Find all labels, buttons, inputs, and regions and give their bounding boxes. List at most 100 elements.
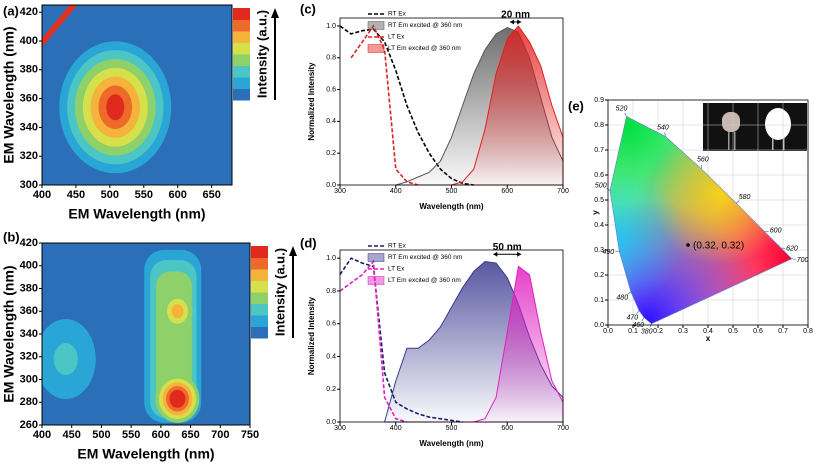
wavelength-label: 700 <box>797 257 809 264</box>
x-tick-label: 0.2 <box>653 328 663 335</box>
y-tick-label: 300 <box>20 179 38 191</box>
colorbar-step <box>251 280 268 293</box>
y-tick-label: 380 <box>20 64 38 76</box>
x-tick-label: 600 <box>152 429 170 441</box>
plot-frame <box>41 4 233 186</box>
colorbar-arrow-head <box>289 246 297 256</box>
y-tick-label: 0.2 <box>594 272 604 279</box>
colorbar-step <box>233 42 250 55</box>
y-axis-label: Normalized Intensity <box>307 296 316 375</box>
y-axis-label: y <box>591 210 600 215</box>
colorbar-step <box>233 31 250 43</box>
x-axis-label: EM Wavelength (nm) <box>68 206 205 222</box>
locus-tick <box>700 164 703 169</box>
colorbar-step <box>233 19 250 32</box>
x-tick-label: 500 <box>446 425 458 432</box>
x-tick-label: 700 <box>211 429 229 441</box>
legend-label: RT Ex <box>388 11 407 18</box>
x-axis-label: EM Wavelength (nm) <box>77 446 214 462</box>
led-leg <box>772 138 774 150</box>
x-tick-label: 750 <box>241 429 259 441</box>
x-tick-label: 500 <box>101 189 119 201</box>
x-tick-label: 700 <box>557 188 569 195</box>
arrow-head <box>510 19 522 25</box>
contour-map <box>42 243 250 425</box>
contour-level <box>106 94 125 121</box>
colorbar-arrow-head <box>271 8 279 18</box>
y-tick-label: 340 <box>20 328 38 340</box>
legend-label: RT Em excited @ 360 nm <box>388 22 462 29</box>
y-axis-label: EM Wavelength (nm) <box>1 26 17 163</box>
x-tick-label: 0.3 <box>678 328 688 335</box>
x-tick-label: 600 <box>501 425 513 432</box>
x-tick-label: 400 <box>33 189 51 201</box>
x-tick-label: 450 <box>67 189 85 201</box>
panel-label: (b) <box>3 229 20 244</box>
wavelength-label: 460 <box>632 322 644 329</box>
colorbar-step <box>251 326 268 339</box>
x-tick-label: 400 <box>390 425 402 432</box>
x-tick-label: 600 <box>169 189 187 201</box>
chromaticity-point <box>686 243 690 247</box>
legend-label: RT Ex <box>388 243 407 250</box>
x-tick-label: 600 <box>501 188 513 195</box>
scatter-streak <box>42 5 78 47</box>
colorbar-step <box>233 65 250 78</box>
x-axis-label: x <box>706 334 711 343</box>
wavelength-label: 540 <box>657 125 669 132</box>
colorbar-step <box>233 77 250 89</box>
colorbar-step <box>251 269 268 281</box>
y-tick-label: 0.5 <box>594 197 604 204</box>
locus-tick <box>764 230 769 233</box>
y-tick-label: 0.6 <box>326 86 336 93</box>
y-tick-label: 0.8 <box>326 288 336 295</box>
wavelength-label: 580 <box>739 194 751 201</box>
led-leg <box>734 132 736 150</box>
locus-tick <box>624 112 627 117</box>
wavelength-label: 380 <box>641 329 653 336</box>
y-tick-label: 0.9 <box>594 97 604 104</box>
y-tick-label: 280 <box>20 396 38 408</box>
legend-label: LT Em excited @ 360 nm <box>388 45 461 52</box>
y-tick-label: 260 <box>20 419 38 431</box>
contour-level <box>53 343 78 376</box>
wavelength-label: 520 <box>616 105 628 112</box>
contour-map <box>42 5 232 185</box>
x-tick-label: 0.4 <box>703 328 713 335</box>
legend-label: LT Ex <box>388 266 405 273</box>
y-tick-label: 320 <box>20 351 38 363</box>
led-leg <box>783 138 785 150</box>
x-tick-label: 400 <box>33 429 51 441</box>
locus-tick <box>641 317 645 322</box>
x-tick-label: 300 <box>334 188 346 195</box>
x-tick-label: 300 <box>334 425 346 432</box>
y-tick-label: 0.4 <box>326 353 336 360</box>
spectral-locus <box>609 116 793 325</box>
led-leg <box>728 132 730 150</box>
colorbar-step <box>251 292 268 304</box>
contour-level <box>169 389 186 408</box>
panel-label: (a) <box>3 3 19 18</box>
wavelength-label: 560 <box>697 157 709 164</box>
wavelength-label: 480 <box>616 294 628 301</box>
x-tick-label: 650 <box>202 189 220 201</box>
x-tick-label: 500 <box>446 188 458 195</box>
wavelength-label: 470 <box>627 315 639 322</box>
annotation-text: 50 nm <box>493 242 522 253</box>
panel-label: (c) <box>300 1 316 16</box>
led-on <box>765 108 791 140</box>
legend-swatch <box>367 21 385 30</box>
y-tick-label: 380 <box>20 282 38 294</box>
y-tick-label: 0.0 <box>594 322 604 329</box>
y-tick-label: 0.4 <box>326 118 336 125</box>
x-axis-label: Wavelength (nm) <box>419 202 483 211</box>
y-tick-label: 340 <box>20 121 38 133</box>
colorbar-label: Intensity (a.u.) <box>272 248 287 336</box>
y-tick-label: 1.0 <box>326 255 336 262</box>
wavelength-label: 620 <box>786 245 798 252</box>
y-tick-label: 400 <box>20 260 38 272</box>
locus-tick <box>649 323 652 328</box>
colorbar-step <box>251 246 268 258</box>
legend-swatch <box>367 253 385 262</box>
